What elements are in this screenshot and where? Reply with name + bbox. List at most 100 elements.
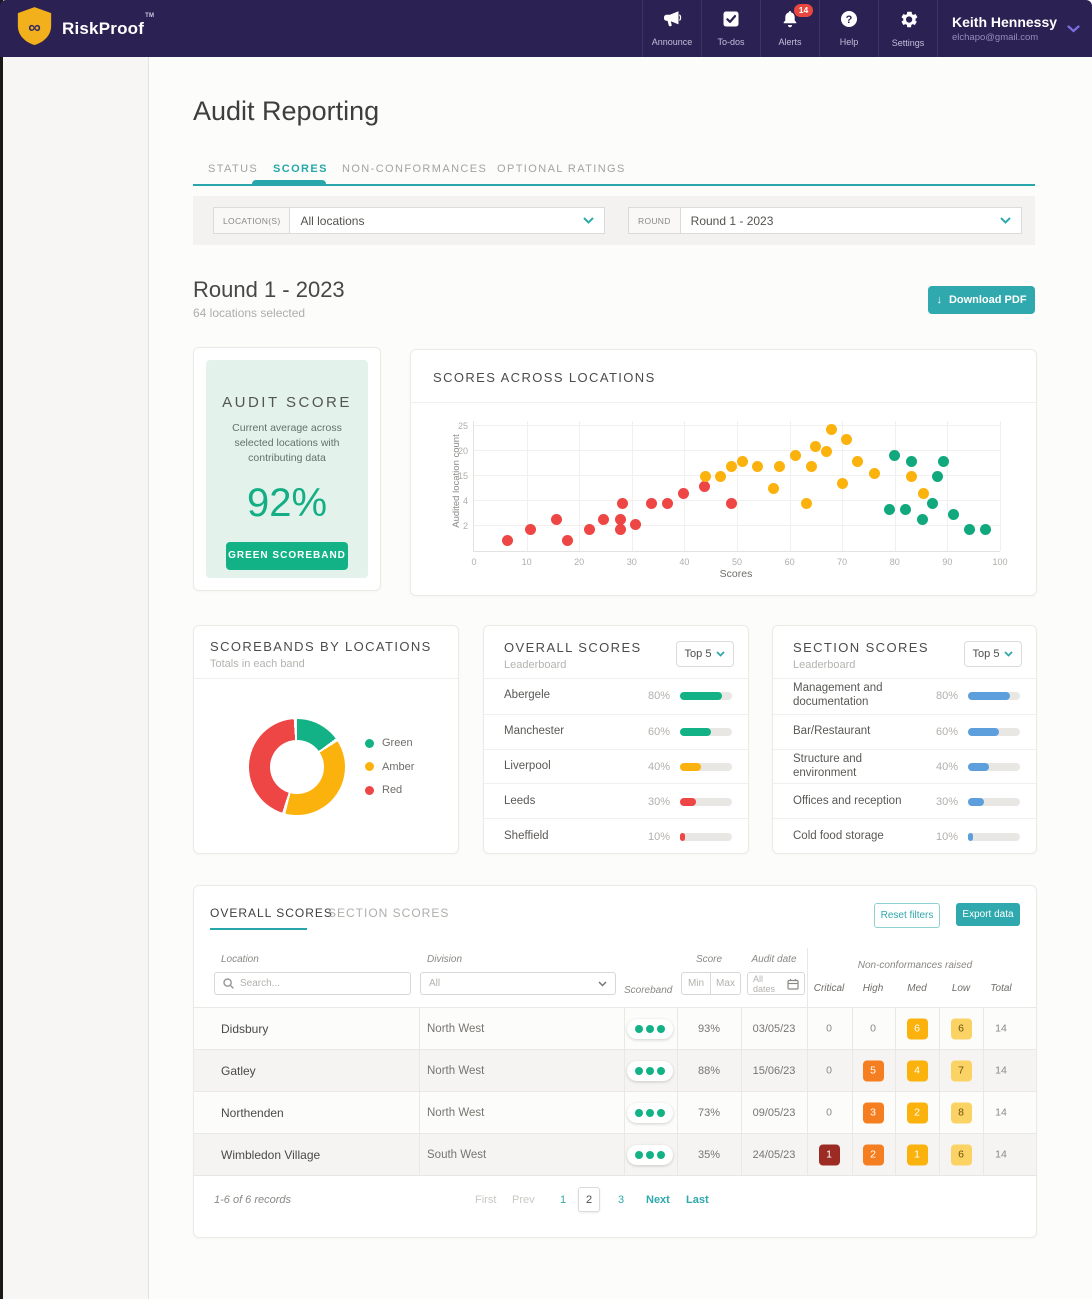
export-data-button[interactable]: Export data [956, 903, 1020, 926]
leaderboard-row: Offices and reception 30% [773, 783, 1036, 819]
leaderboard-bar-fill [680, 728, 712, 737]
search-input[interactable]: Search... [214, 972, 411, 995]
column-label-audit-date: Audit date [751, 954, 797, 965]
grid-line [737, 421, 738, 551]
tab-scores[interactable]: SCORES [273, 163, 328, 175]
scatter-point-amber [726, 461, 738, 473]
grid-line [474, 425, 1000, 426]
leaderboard-percent: 80% [935, 690, 958, 703]
pagination-page-current[interactable]: 2 [578, 1187, 600, 1212]
scatter-point-red [562, 535, 574, 546]
scatter-point-red [614, 523, 626, 535]
overall-scores-leaderboard: Abergele 80% Manchester 60% Liverpool 40% Leed… [484, 679, 748, 853]
grid-line [579, 421, 581, 551]
nav-item-alerts[interactable]: 14 Alerts [760, 0, 819, 57]
column-divider [895, 1007, 896, 1175]
overall-scores-card: OVERALL SCORES Leaderboard Top 5 Abergel… [483, 625, 749, 854]
cell-nc-total: 14 [995, 1064, 1007, 1077]
scoreband-dot [646, 1066, 654, 1075]
tab-non-conformances[interactable]: NON-CONFORMANCES [342, 163, 488, 175]
download-pdf-button[interactable]: ↓ Download PDF [928, 286, 1035, 314]
column-divider [624, 1007, 625, 1175]
download-icon: ↓ [936, 294, 942, 306]
pagination-prev[interactable]: Prev [512, 1194, 535, 1206]
scatter-point-amber [917, 487, 929, 499]
scoreband-dot [635, 1108, 643, 1117]
leaderboard-name: Bar/Restaurant [793, 725, 871, 738]
leaderboard-bar-fill [680, 692, 722, 701]
top5-select[interactable]: Top 5 [964, 641, 1022, 667]
cell-scoreband [627, 1144, 673, 1165]
brand-name: RiskProofTM [62, 12, 155, 38]
scorebands-card: SCOREBANDS BY LOCATIONS Totals in each b… [193, 625, 459, 854]
leaderboard-percent: 30% [647, 795, 670, 808]
nav-item-todos[interactable]: To-dos [701, 0, 760, 57]
x-tick-label: 20 [574, 557, 585, 567]
date-filter-input[interactable]: All dates [747, 972, 805, 995]
scatter-point-amber [800, 497, 812, 509]
scatter-point-green [900, 503, 912, 515]
y-tick-label: 25 [457, 421, 468, 431]
cell-nc-low: 7 [950, 1060, 972, 1081]
reset-filters-button[interactable]: Reset filters [874, 903, 940, 928]
nav-item-settings[interactable]: Settings [878, 0, 937, 57]
y-tick-label: 20 [457, 446, 468, 456]
pagination-page-1[interactable]: 1 [560, 1194, 567, 1206]
pagination-page-3[interactable]: 3 [618, 1194, 625, 1206]
scatter-point-amber [751, 461, 763, 473]
cell-score: 35% [697, 1148, 721, 1161]
round-select[interactable]: Round 1 - 2023 [679, 207, 1022, 234]
tab-optional-ratings[interactable]: OPTIONAL RATINGS [497, 163, 626, 175]
cell-division: North West [427, 1064, 485, 1077]
tab-status[interactable]: STATUS [208, 163, 259, 175]
x-tick-label: 70 [837, 557, 848, 567]
score-max-input[interactable]: Max [710, 972, 741, 995]
checkbox-icon [722, 10, 740, 33]
svg-text:∞: ∞ [28, 16, 41, 36]
leaderboard-percent: 40% [935, 760, 958, 773]
scatter-point-red [698, 481, 710, 493]
top5-select[interactable]: Top 5 [676, 641, 734, 667]
x-tick-label: 90 [942, 557, 953, 567]
location-filter-group: LOCATION(S) All locations [213, 207, 606, 234]
scatter-point-green [927, 497, 939, 509]
user-menu[interactable]: Keith Hennessy elchapo@gmail.com [937, 0, 1092, 57]
y-tick-label: 4 [462, 496, 468, 506]
card-header: OVERALL SCORES Leaderboard Top 5 [484, 626, 748, 679]
column-label-division: Division [427, 954, 463, 965]
table-tab-overall-scores[interactable]: OVERALL SCORES [210, 906, 333, 920]
leaderboard-bar-track [680, 832, 732, 841]
score-min-input[interactable]: Min [681, 972, 711, 995]
brand-logo[interactable]: ∞ RiskProofTM [16, 6, 155, 49]
pagination-first[interactable]: First [475, 1194, 497, 1206]
location-select[interactable]: All locations [289, 207, 606, 234]
division-select[interactable]: All [420, 972, 616, 995]
leaderboard-bar-track [680, 797, 732, 806]
table-row[interactable]: Northenden North West 73% 09/05/23 0 3 2 8 14 [194, 1091, 1036, 1133]
cell-location: Gatley [221, 1063, 256, 1078]
legend-label: Amber [382, 760, 415, 773]
table-row[interactable]: Didsbury North West 93% 03/05/23 0 0 6 6 14 [194, 1007, 1036, 1049]
leaderboard-percent: 80% [647, 690, 670, 703]
cell-nc-low: 6 [950, 1018, 972, 1039]
page-title: Audit Reporting [193, 96, 380, 126]
audit-score-title: AUDIT SCORE [222, 394, 352, 411]
leaderboard-row: Bar/Restaurant 60% [773, 713, 1036, 750]
leaderboard-bar-fill [680, 797, 696, 806]
table-row[interactable]: Gatley North West 88% 15/06/23 0 5 4 7 14 [194, 1049, 1036, 1091]
pagination-next[interactable]: Next [646, 1194, 670, 1206]
grid-line [474, 500, 1000, 501]
legend-item-amber: Amber [365, 761, 414, 773]
leaderboard-name: Manchester [504, 725, 565, 738]
leaderboard-name: Management and documentation [793, 682, 883, 709]
table-tab-section-scores[interactable]: SECTION SCORES [328, 906, 450, 920]
table-row[interactable]: Wimbledon Village South West 35% 24/05/23 1 2… [194, 1133, 1036, 1175]
pagination-last[interactable]: Last [686, 1194, 709, 1206]
scatter-plot: 0 10 20 30 40 50 60 70 80 90 100 2 4 15 20 25 [458, 421, 1008, 567]
nav-item-help[interactable]: ? Help [819, 0, 878, 57]
nav-item-announce[interactable]: Announce [642, 0, 701, 57]
results-table-card: OVERALL SCORES SECTION SCORES Reset filt… [193, 885, 1037, 1238]
scatter-point-amber [767, 482, 779, 494]
leaderboard-bar-fill [680, 762, 701, 771]
card-header: SCORES ACROSS LOCATIONS [411, 350, 1036, 403]
